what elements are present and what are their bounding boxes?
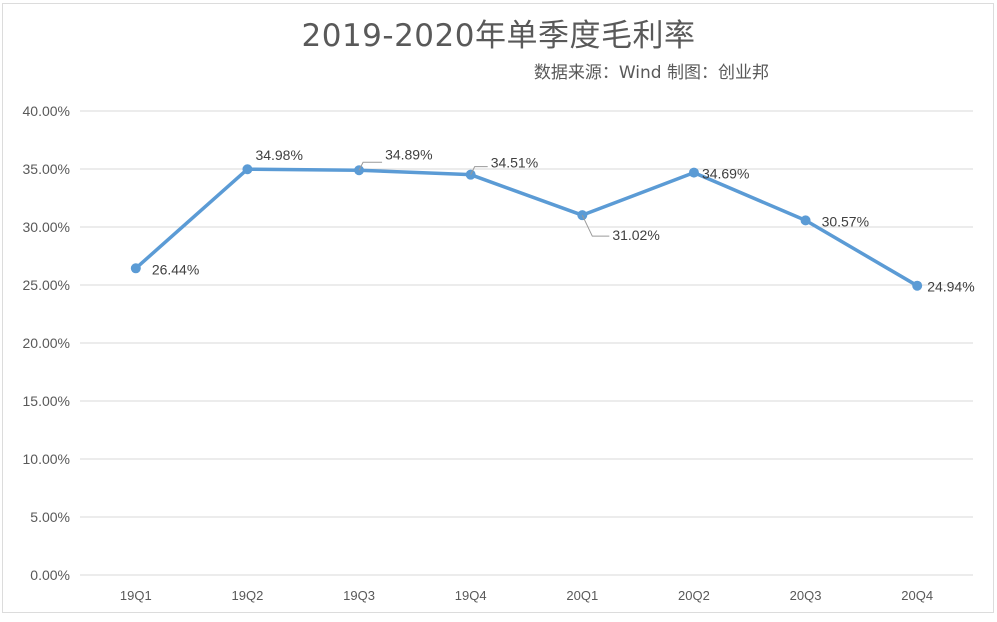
y-tick-label: 35.00% <box>23 161 70 177</box>
data-label: 34.51% <box>491 155 538 171</box>
y-tick-label: 0.00% <box>30 567 70 583</box>
y-tick-label: 10.00% <box>23 451 70 467</box>
data-point-marker[interactable] <box>130 263 141 274</box>
y-tick-label: 15.00% <box>23 393 70 409</box>
data-label: 30.57% <box>822 213 869 229</box>
x-tick-label: 19Q4 <box>455 588 487 603</box>
x-axis: 19Q1 19Q2 19Q3 19Q4 20Q1 20Q2 20Q3 20Q4 <box>120 588 933 603</box>
data-point-marker[interactable] <box>800 215 811 226</box>
data-label: 34.69% <box>702 166 749 182</box>
y-tick-label: 20.00% <box>23 335 70 351</box>
y-axis: 0.00% 5.00% 10.00% 15.00% 20.00% 25.00% 30.00%… <box>23 103 70 583</box>
chart-subtitle: 数据来源：Wind 制图：创业邦 <box>533 63 769 83</box>
leader-line <box>358 161 383 171</box>
x-tick-label: 20Q4 <box>901 588 933 603</box>
x-tick-label: 20Q2 <box>678 588 710 603</box>
data-point-marker[interactable] <box>688 167 699 178</box>
data-line <box>134 167 919 288</box>
y-tick-label: 5.00% <box>30 509 70 525</box>
x-tick-label: 19Q2 <box>232 588 264 603</box>
y-tick-label: 40.00% <box>23 103 70 119</box>
data-label: 34.89% <box>385 146 432 162</box>
x-tick-label: 20Q3 <box>790 588 822 603</box>
data-labels: 26.44% 34.98% 34.89% 34.51% 31.02% 34.69% 30.5… <box>152 146 975 294</box>
series-line <box>130 164 923 291</box>
y-tick-label: 30.00% <box>23 219 70 235</box>
chart-title: 2019-2020年单季度毛利率 <box>301 18 696 54</box>
data-point-marker[interactable] <box>242 164 253 175</box>
data-label: 34.98% <box>255 147 302 163</box>
x-tick-label: 19Q3 <box>343 588 375 603</box>
leader-line <box>470 166 488 175</box>
data-point-marker[interactable] <box>912 280 923 291</box>
data-label: 26.44% <box>152 261 199 277</box>
y-tick-label: 25.00% <box>23 277 70 293</box>
leader-line <box>581 214 610 237</box>
data-label: 31.02% <box>612 227 659 243</box>
data-label: 24.94% <box>927 279 974 295</box>
gridlines <box>80 110 973 576</box>
chart-frame[interactable] <box>2 3 994 613</box>
x-tick-label: 19Q1 <box>120 588 152 603</box>
x-tick-label: 20Q1 <box>566 588 598 603</box>
